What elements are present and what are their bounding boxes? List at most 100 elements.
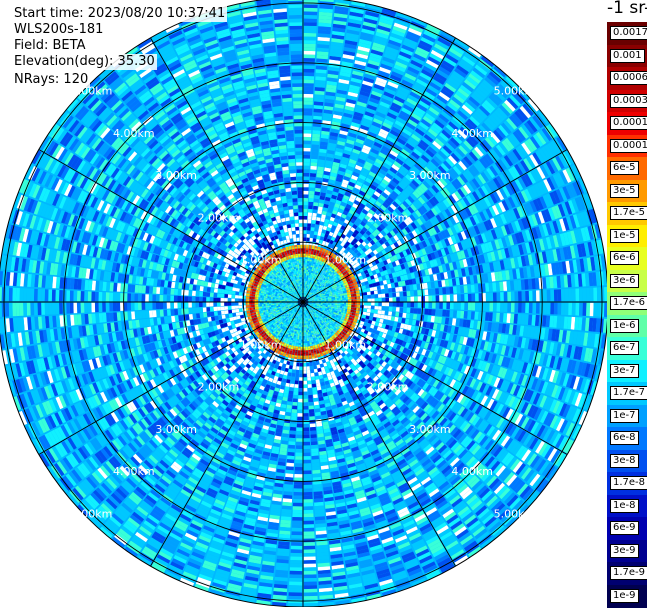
- range-gate: [403, 302, 407, 307]
- range-gate: [308, 212, 312, 216]
- range-gate: [304, 40, 316, 44]
- range-gate: [536, 290, 540, 301]
- range-gate: [304, 275, 305, 277]
- range-gate: [468, 303, 472, 311]
- range-gate: [304, 87, 314, 91]
- range-gate: [303, 246, 306, 248]
- range-gate: [306, 252, 308, 254]
- range-gate: [304, 8, 318, 12]
- range-gate: [311, 152, 318, 156]
- range-gate: [396, 302, 400, 307]
- range-gate: [532, 303, 536, 314]
- range-gate: [306, 275, 307, 277]
- range-gate: [389, 293, 393, 297]
- range-gate: [500, 303, 504, 312]
- range-gate: [453, 310, 457, 317]
- range-gate: [378, 298, 382, 302]
- range-gate: [308, 256, 310, 258]
- range-gate: [313, 112, 322, 116]
- range-gate: [489, 303, 493, 312]
- range-gate: [380, 285, 384, 289]
- range-gate: [308, 205, 313, 209]
- range-gate: [337, 298, 339, 300]
- range-gate: [303, 245, 306, 247]
- range-gate: [439, 295, 443, 302]
- range-gate: [305, 270, 307, 272]
- range-gate: [303, 212, 307, 216]
- range-gate: [460, 286, 464, 294]
- range-gate: [400, 297, 404, 302]
- range-gate: [364, 299, 368, 302]
- range-gate: [486, 303, 490, 312]
- range-gate: [389, 307, 393, 311]
- range-gate: [317, 300, 319, 301]
- range-gate: [561, 303, 565, 315]
- range-gate: [353, 299, 355, 301]
- range-gate: [359, 299, 361, 302]
- range-gate: [312, 137, 320, 141]
- range-gate: [550, 303, 554, 315]
- range-gate: [454, 303, 458, 310]
- range-gate: [303, 194, 308, 198]
- range-gate: [565, 289, 569, 301]
- range-gate: [311, 162, 318, 166]
- range-gate: [402, 286, 406, 291]
- range-gate: [307, 263, 309, 265]
- range-gate: [347, 307, 349, 309]
- range-gate: [335, 304, 337, 306]
- range-gate: [474, 284, 478, 292]
- range-gate: [304, 277, 305, 279]
- range-gate: [304, 112, 313, 116]
- range-gate: [344, 306, 346, 308]
- range-gate: [309, 247, 312, 249]
- range-gate: [586, 303, 590, 316]
- range-gate: [590, 288, 594, 301]
- range-gate: [446, 303, 450, 310]
- range-gate: [410, 308, 414, 313]
- range-gate: [304, 33, 316, 37]
- range-gate: [370, 309, 374, 313]
- range-gate: [313, 126, 321, 130]
- range-gate: [504, 292, 508, 302]
- range-gate: [378, 290, 382, 294]
- range-gate: [364, 305, 368, 308]
- range-gate: [413, 284, 417, 290]
- range-gate: [406, 286, 410, 291]
- range-gate: [303, 202, 308, 206]
- range-gate: [310, 166, 316, 170]
- range-gate: [304, 76, 314, 80]
- range-gate: [414, 302, 418, 307]
- range-gate: [442, 287, 446, 294]
- range-gate: [414, 308, 418, 313]
- range-gate: [309, 187, 314, 191]
- range-gate: [360, 302, 362, 305]
- range-gate: [518, 303, 522, 313]
- range-gate: [307, 234, 310, 238]
- range-gate: [305, 259, 307, 261]
- range-gate: [314, 199, 319, 203]
- range-gate: [312, 141, 320, 145]
- range-gate: [371, 302, 375, 305]
- range-gate: [385, 307, 389, 311]
- range-gate: [305, 257, 307, 259]
- range-gate: [421, 296, 425, 302]
- range-gate: [489, 293, 493, 302]
- range-gate: [307, 265, 309, 267]
- range-gate: [342, 298, 344, 300]
- range-gate: [303, 252, 305, 254]
- range-gate: [450, 303, 454, 310]
- range-gate: [475, 293, 479, 301]
- range-gate: [453, 286, 457, 293]
- range-gate: [499, 282, 503, 292]
- range-gate: [406, 313, 410, 318]
- range-gate: [464, 303, 468, 311]
- range-gate: [303, 162, 310, 166]
- range-gate: [403, 297, 407, 302]
- range-gate: [305, 273, 306, 275]
- range-gate: [328, 299, 330, 300]
- range-gate: [403, 291, 407, 296]
- range-gate: [450, 295, 454, 302]
- range-gate: [307, 223, 311, 227]
- range-gate: [310, 238, 313, 242]
- range-gate: [304, 151, 311, 155]
